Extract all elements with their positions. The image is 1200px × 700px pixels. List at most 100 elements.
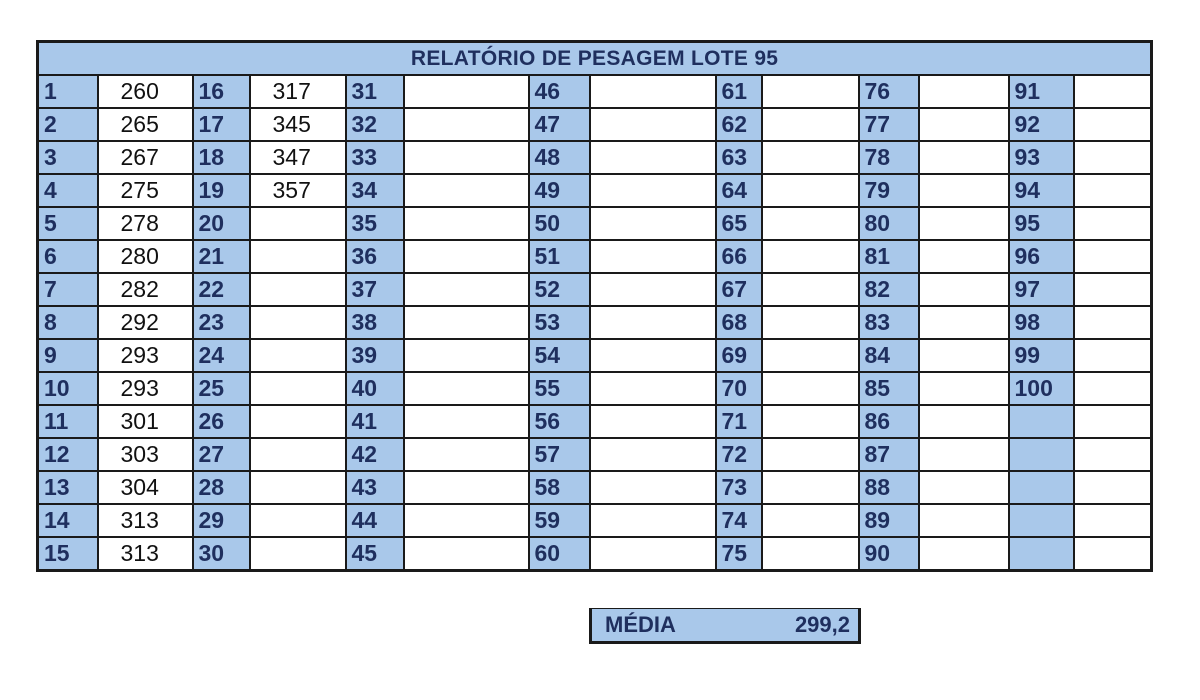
animal-number-cell bbox=[1007, 470, 1075, 505]
weight-cell bbox=[917, 206, 1010, 241]
weight-cell bbox=[588, 140, 717, 175]
table-row: 11 301 26 41 56 71 86 bbox=[36, 404, 1153, 439]
animal-number-cell: 49 bbox=[527, 173, 591, 208]
animal-number-cell: 21 bbox=[191, 239, 251, 274]
weight-cell bbox=[588, 371, 717, 406]
animal-number-cell: 58 bbox=[527, 470, 591, 505]
animal-number-cell: 79 bbox=[857, 173, 920, 208]
weight-cell bbox=[248, 338, 347, 373]
animal-number-cell: 46 bbox=[527, 74, 591, 109]
weight-cell bbox=[402, 404, 530, 439]
animal-number-cell: 94 bbox=[1007, 173, 1075, 208]
animal-number-cell: 22 bbox=[191, 272, 251, 307]
animal-number-cell: 41 bbox=[344, 404, 405, 439]
weight-cell bbox=[1072, 239, 1153, 274]
animal-number-cell: 27 bbox=[191, 437, 251, 472]
animal-number-cell: 50 bbox=[527, 206, 591, 241]
table-row: 14 313 29 44 59 74 89 bbox=[36, 503, 1153, 538]
weight-cell bbox=[917, 305, 1010, 340]
weight-cell bbox=[402, 272, 530, 307]
weight-cell bbox=[402, 206, 530, 241]
weight-cell bbox=[588, 404, 717, 439]
animal-number-cell: 34 bbox=[344, 173, 405, 208]
animal-number-cell: 56 bbox=[527, 404, 591, 439]
animal-number-cell bbox=[1007, 536, 1075, 572]
weight-cell bbox=[248, 272, 347, 307]
animal-number-cell: 90 bbox=[857, 536, 920, 572]
animal-number-cell: 3 bbox=[36, 140, 99, 175]
weight-cell bbox=[402, 239, 530, 274]
table-row: 4 275 19 357 34 49 64 79 94 bbox=[36, 173, 1153, 208]
animal-number-cell: 13 bbox=[36, 470, 99, 505]
weight-cell bbox=[917, 437, 1010, 472]
weight-cell bbox=[760, 206, 860, 241]
weighing-table: RELATÓRIO DE PESAGEM LOTE 95 1 260 16 317 31… bbox=[36, 40, 1154, 572]
weight-cell bbox=[1072, 371, 1153, 406]
average-summary: MÉDIA 299,2 bbox=[589, 608, 861, 644]
weight-cell: 292 bbox=[96, 305, 194, 340]
weight-cell bbox=[1072, 404, 1153, 439]
weight-cell: 317 bbox=[248, 74, 347, 109]
weight-cell: 280 bbox=[96, 239, 194, 274]
animal-number-cell: 59 bbox=[527, 503, 591, 538]
weight-cell bbox=[917, 140, 1010, 175]
weight-cell bbox=[760, 536, 860, 572]
weight-cell bbox=[1072, 536, 1153, 572]
weight-cell bbox=[1072, 173, 1153, 208]
table-row: 2 265 17 345 32 47 62 77 92 bbox=[36, 107, 1153, 142]
table-row: 9 293 24 39 54 69 84 99 bbox=[36, 338, 1153, 373]
animal-number-cell: 43 bbox=[344, 470, 405, 505]
animal-number-cell: 26 bbox=[191, 404, 251, 439]
weight-cell: 293 bbox=[96, 371, 194, 406]
animal-number-cell: 51 bbox=[527, 239, 591, 274]
animal-number-cell: 95 bbox=[1007, 206, 1075, 241]
weight-cell: 265 bbox=[96, 107, 194, 142]
animal-number-cell: 99 bbox=[1007, 338, 1075, 373]
weight-cell bbox=[402, 74, 530, 109]
animal-number-cell: 9 bbox=[36, 338, 99, 373]
weight-cell bbox=[760, 338, 860, 373]
weight-cell bbox=[248, 536, 347, 572]
weight-cell bbox=[1072, 305, 1153, 340]
weight-cell bbox=[588, 239, 717, 274]
animal-number-cell: 4 bbox=[36, 173, 99, 208]
table-row: 7 282 22 37 52 67 82 97 bbox=[36, 272, 1153, 307]
weight-cell bbox=[917, 470, 1010, 505]
weight-cell bbox=[760, 140, 860, 175]
table-row: 12 303 27 42 57 72 87 bbox=[36, 437, 1153, 472]
weight-cell bbox=[760, 74, 860, 109]
animal-number-cell: 40 bbox=[344, 371, 405, 406]
animal-number-cell: 18 bbox=[191, 140, 251, 175]
animal-number-cell: 30 bbox=[191, 536, 251, 572]
weight-cell bbox=[402, 371, 530, 406]
title-row: RELATÓRIO DE PESAGEM LOTE 95 bbox=[36, 40, 1153, 76]
animal-number-cell: 55 bbox=[527, 371, 591, 406]
animal-number-cell: 78 bbox=[857, 140, 920, 175]
weight-cell bbox=[1072, 140, 1153, 175]
report-title: RELATÓRIO DE PESAGEM LOTE 95 bbox=[36, 40, 1153, 76]
weight-cell bbox=[248, 206, 347, 241]
weight-cell bbox=[588, 338, 717, 373]
animal-number-cell bbox=[1007, 437, 1075, 472]
animal-number-cell: 63 bbox=[714, 140, 763, 175]
weight-cell bbox=[1072, 206, 1153, 241]
weight-cell bbox=[760, 371, 860, 406]
weight-cell: 313 bbox=[96, 503, 194, 538]
animal-number-cell: 91 bbox=[1007, 74, 1075, 109]
weight-cell bbox=[588, 305, 717, 340]
animal-number-cell: 80 bbox=[857, 206, 920, 241]
weight-cell: 303 bbox=[96, 437, 194, 472]
animal-number-cell: 19 bbox=[191, 173, 251, 208]
weight-cell: 301 bbox=[96, 404, 194, 439]
weight-cell bbox=[760, 503, 860, 538]
animal-number-cell: 44 bbox=[344, 503, 405, 538]
animal-number-cell: 96 bbox=[1007, 239, 1075, 274]
weight-cell: 267 bbox=[96, 140, 194, 175]
animal-number-cell: 14 bbox=[36, 503, 99, 538]
weight-cell bbox=[248, 305, 347, 340]
weight-cell: 357 bbox=[248, 173, 347, 208]
weight-cell bbox=[760, 239, 860, 274]
weight-cell bbox=[402, 140, 530, 175]
weight-cell: 304 bbox=[96, 470, 194, 505]
animal-number-cell: 89 bbox=[857, 503, 920, 538]
